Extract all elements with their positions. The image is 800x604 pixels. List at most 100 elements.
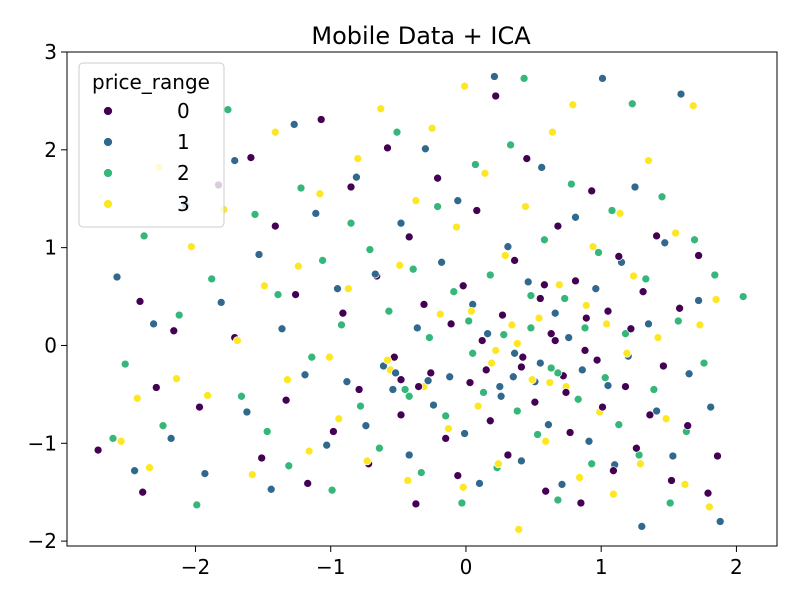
scatter-point <box>449 287 459 297</box>
scatter-point <box>630 182 640 192</box>
scatter-point <box>337 320 346 330</box>
scatter-point <box>592 355 602 365</box>
legend-marker <box>103 168 113 178</box>
scatter-point <box>667 476 676 485</box>
scatter-point <box>315 189 325 199</box>
scatter-point <box>548 127 557 137</box>
scatter-point <box>452 222 461 232</box>
scatter-point <box>673 316 683 326</box>
scatter-point <box>561 388 571 397</box>
scatter-point <box>172 374 181 384</box>
scatter-point <box>533 430 542 439</box>
scatter-point <box>588 242 598 252</box>
scatter-point <box>598 402 607 412</box>
scatter-point <box>571 276 580 286</box>
scatter-point <box>581 313 591 323</box>
legend-marker <box>103 106 113 116</box>
scatter-point <box>632 443 641 453</box>
scatter-point <box>553 221 563 231</box>
scatter-point <box>116 436 126 446</box>
scatter-point <box>637 522 647 531</box>
scatter-point <box>506 140 515 150</box>
scatter-point <box>575 473 584 482</box>
legend-label: 1 <box>177 130 190 154</box>
scatter-point <box>587 459 597 469</box>
scatter-point <box>304 446 314 456</box>
scatter-point <box>174 310 184 320</box>
scatter-point <box>587 186 597 196</box>
scatter-point <box>521 202 530 211</box>
scatter-point <box>573 394 583 404</box>
scatter-point <box>598 74 607 83</box>
scatter-point <box>273 290 283 299</box>
scatter-point <box>577 365 587 375</box>
scatter-point <box>392 127 402 137</box>
scatter-point <box>346 182 356 192</box>
legend-marker <box>103 137 113 147</box>
scatter-point <box>318 256 327 265</box>
scatter-point <box>270 127 280 137</box>
scatter-point <box>303 479 313 488</box>
legend-marker <box>103 199 113 209</box>
legend-label: 2 <box>177 161 190 185</box>
scatter-point <box>414 382 423 391</box>
scatter-point <box>254 250 264 259</box>
scatter-point <box>705 502 714 512</box>
scatter-point <box>487 358 496 368</box>
scatter-point <box>445 372 455 382</box>
scatter-point <box>614 420 624 430</box>
scatter-point <box>458 482 468 492</box>
scatter-point <box>383 355 392 365</box>
scatter-point <box>581 301 591 310</box>
scatter-point <box>433 202 442 211</box>
scatter-point <box>554 280 564 290</box>
scatter-point <box>485 270 495 280</box>
scatter-point <box>510 348 519 358</box>
scatter-point <box>403 476 413 485</box>
scatter-point <box>200 469 210 478</box>
scatter-point <box>508 372 518 382</box>
scatter-point <box>523 277 533 287</box>
y-tick-label: 2 <box>44 138 57 162</box>
scatter-point <box>541 436 551 446</box>
scatter-point <box>644 156 653 165</box>
scatter-point <box>195 402 204 412</box>
scatter-point <box>668 451 678 461</box>
scatter-point <box>537 163 547 172</box>
scatter-point <box>203 391 212 400</box>
scatter-point <box>477 336 487 345</box>
scatter-point <box>396 410 406 420</box>
scatter-point <box>602 319 611 329</box>
scatter-point <box>149 319 158 329</box>
scatter-point <box>354 385 364 394</box>
scatter-point <box>638 287 648 297</box>
legend: price_range 0 1 2 3 <box>78 62 225 228</box>
scatter-point <box>473 401 483 411</box>
scatter-point <box>560 294 570 303</box>
scatter-point <box>441 434 451 443</box>
scatter-point <box>540 280 549 290</box>
scatter-point <box>526 323 536 333</box>
legend-title: price_range <box>92 70 210 94</box>
scatter-point <box>479 388 488 397</box>
scatter-point <box>441 411 451 421</box>
scatter-point <box>695 320 705 330</box>
scatter-point <box>534 313 544 323</box>
scatter-point <box>694 251 703 260</box>
scatter-point <box>676 89 686 99</box>
scatter-point <box>711 295 721 304</box>
scatter-point <box>512 406 522 416</box>
scatter-point <box>346 218 356 228</box>
scatter-point <box>472 206 482 215</box>
scatter-point <box>699 358 709 368</box>
scatter-point <box>388 385 398 394</box>
scatter-point <box>684 369 694 379</box>
scatter-point <box>615 209 625 218</box>
scatter-point <box>412 323 422 333</box>
scatter-point <box>496 391 506 401</box>
scatter-point <box>419 300 429 309</box>
scatter-point <box>365 245 375 254</box>
scatter-point <box>237 391 246 401</box>
scatter-point <box>490 72 499 81</box>
scatter-point <box>260 281 269 291</box>
